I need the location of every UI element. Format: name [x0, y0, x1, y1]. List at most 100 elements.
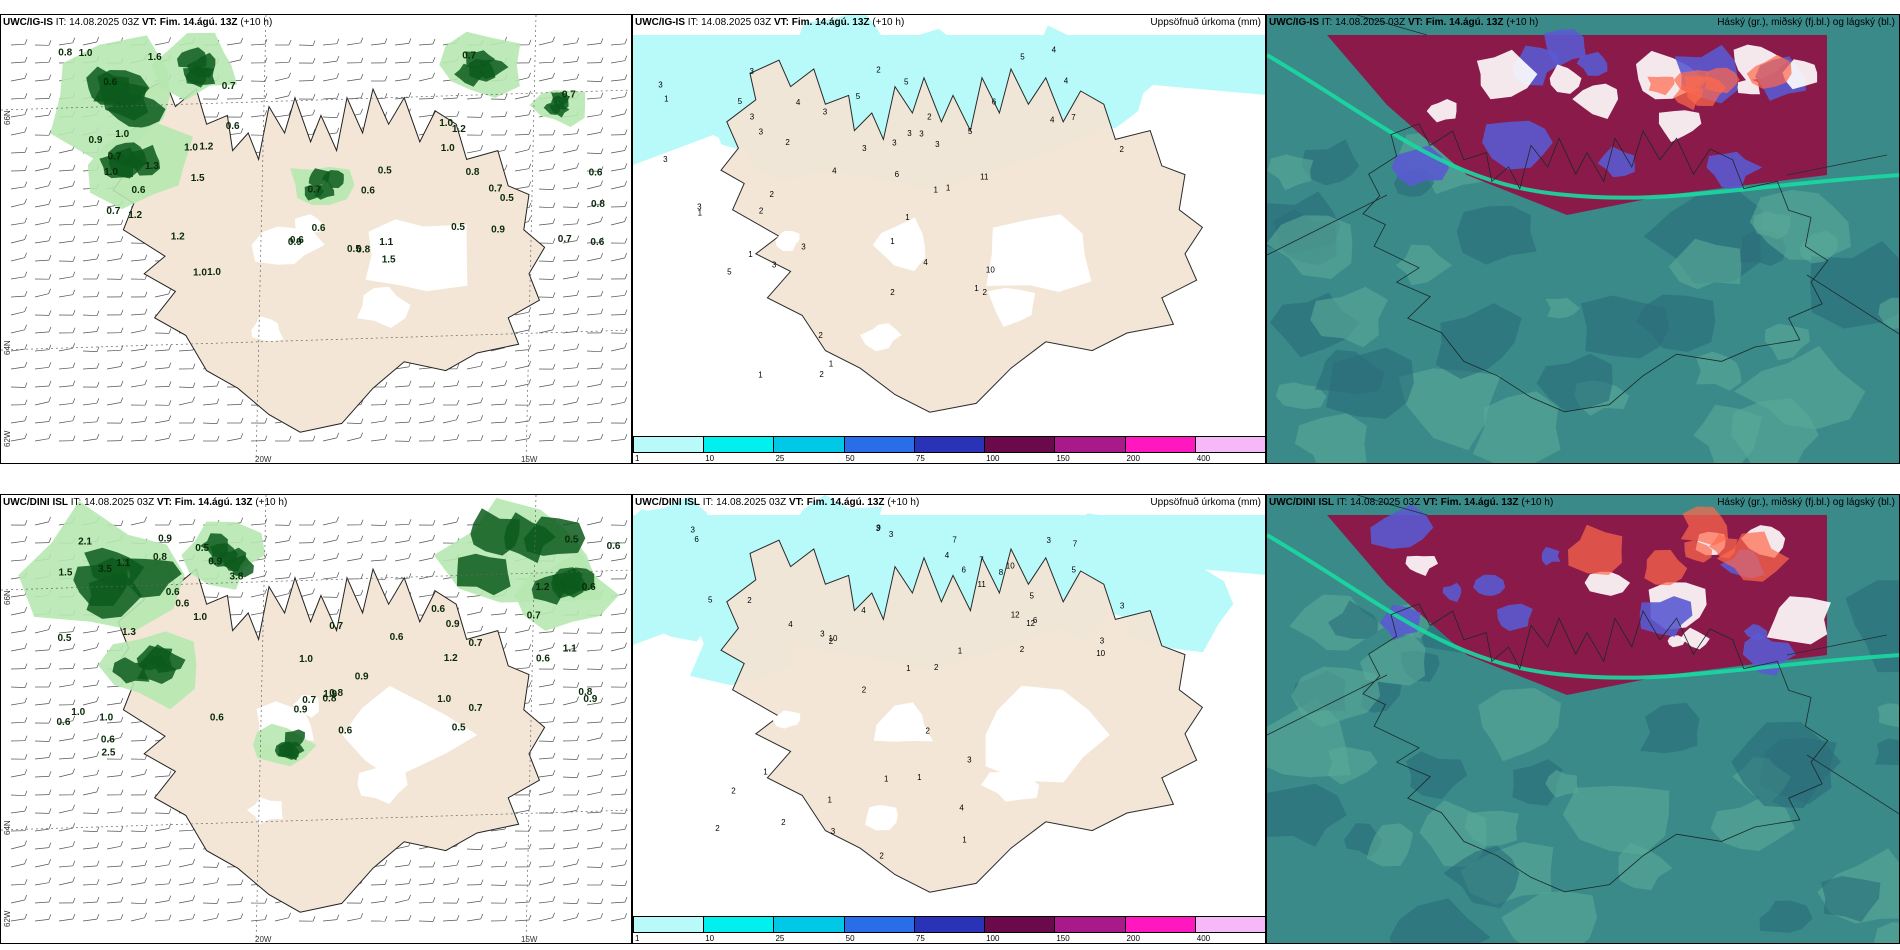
precip-value-label: 7 [1071, 113, 1076, 122]
colorbar-label: 50 [845, 934, 855, 943]
map-boundaries [1267, 495, 1899, 815]
precip-value-label: 4 [1052, 46, 1057, 55]
precip-value-label: 1 [748, 250, 753, 259]
wind-value-label: 0.5 [452, 723, 466, 734]
wind-value-label: 0.8 [356, 245, 370, 256]
precip-value-label: 6 [895, 170, 900, 179]
wind-value-label: 0.8 [58, 48, 72, 59]
wind-value-label: 1.0 [184, 143, 198, 154]
colorbar-cell [984, 916, 1056, 933]
colorbar-label: 400 [1196, 934, 1211, 943]
graticule [1, 15, 631, 463]
precip-value-label: 12 [1011, 611, 1020, 620]
glaciers [772, 685, 1110, 831]
precip-value-label: 3 [1100, 636, 1105, 645]
precip-value-label: 10 [1006, 562, 1015, 571]
precip-value-label: 6 [1033, 616, 1038, 625]
precip-map: 9533101012766434781161271055343323224321… [633, 495, 1265, 893]
panel-title: UWC/IG-IS IT: 14.08.2025 03Z VT: Fim. 14… [3, 17, 273, 28]
wind-value-label: 1.2 [171, 232, 185, 243]
wind-value-label: 1.2 [536, 582, 550, 593]
wind-value-label: 0.7 [108, 152, 122, 163]
precip-value-label: 2 [715, 824, 720, 833]
lon-label-15w: 15W [521, 455, 538, 464]
wind-value-label: 0.9 [158, 533, 172, 544]
precip-value-label: 3 [935, 140, 940, 149]
wind-value-label: 1.3 [145, 161, 159, 172]
precip-value-label: 4 [796, 98, 801, 107]
precip-value-label: 2 [829, 637, 834, 646]
wind-value-label: 2.1 [78, 536, 92, 547]
precip-value-label: 4 [861, 606, 866, 615]
wind-value-label: 1.9 [323, 689, 337, 700]
wind-value-label: 1.5 [191, 173, 205, 184]
panel-title: UWC/IG-IS IT: 14.08.2025 03Z VT: Fim. 14… [1269, 17, 1539, 28]
precip-value-label: 1 [828, 796, 833, 805]
wind-value-label: 0.5 [500, 193, 514, 204]
wind-value-label: 1.0 [441, 143, 455, 154]
precip-value-label: 1 [958, 646, 963, 655]
value-labels: 0.60.91.01.51.00.61.21.00.71.0 1.21.60.81… [58, 48, 605, 279]
precip-value-label: 5 [1020, 53, 1025, 62]
precip-value-label: 10 [1096, 649, 1105, 658]
wind-value-label: 0.9 [288, 237, 302, 248]
wind-value-label: 0.9 [294, 705, 308, 716]
precip-value-label: 1 [974, 284, 979, 293]
wind-value-label: 0.8 [591, 199, 605, 210]
wind-value-label: 0.6 [166, 587, 180, 598]
wind-value-label: 0.6 [338, 725, 352, 736]
precip-value-label: 4 [959, 804, 964, 813]
colorbar-cell [843, 436, 915, 453]
wind-value-label: 0.8 [329, 688, 343, 699]
colorbar-label: 200 [1126, 454, 1140, 463]
precip-value-label: 5 [968, 127, 973, 136]
precip-value-label: 3 [772, 260, 777, 269]
precip-value-label: 4 [1050, 116, 1055, 125]
precip-value-label: 12 [1026, 619, 1035, 628]
precip-value-label: 3 [820, 630, 825, 639]
colorbar-label: 100 [986, 454, 1000, 463]
precip-value-label: 5 [1030, 591, 1035, 600]
precip-value-label: 3 [750, 112, 755, 121]
precip-value-label: 3 [697, 203, 702, 212]
wind-value-label: 0.7 [489, 184, 503, 195]
precip-value-label: 1 [763, 767, 768, 776]
wind-map: 0.60.91.01.51.00.61.21.00.71.0 1.21.60.81… [1, 15, 631, 463]
precip-value-label: 10 [986, 265, 995, 274]
wind-value-label: 1.0 [439, 118, 453, 129]
wind-value-label: 3.5 [98, 564, 112, 575]
colorbar-label: 1 [635, 454, 640, 463]
precip-value-label: 2 [785, 138, 790, 147]
precip-value-label: 1 [946, 183, 951, 192]
wind-value-label: 1.0 [99, 713, 113, 724]
precip-value-label: 3 [831, 827, 836, 836]
precip-value-label: 1 [758, 371, 763, 380]
colorbar-cell [773, 436, 845, 453]
precip-value-label: 2 [770, 190, 775, 199]
wind-value-label: 0.6 [57, 717, 71, 728]
precip-value-label: 2 [983, 288, 988, 297]
wind-value-label: 1.2 [452, 124, 466, 135]
wind-value-label: 0.7 [527, 611, 541, 622]
precip-panel-igis: UWC/IG-IS IT: 14.08.2025 03Z VT: Fim. 14… [632, 14, 1266, 464]
precip-value-label: 11 [978, 580, 987, 589]
cloud-map [1267, 15, 1899, 463]
colorbar-cell [703, 916, 775, 933]
cloud-panel-igis: UWC/IG-IS IT: 14.08.2025 03Z VT: Fim. 14… [1266, 14, 1900, 464]
precip-value-label: 1 [934, 186, 939, 195]
wind-value-label: 1.2 [199, 142, 213, 153]
wind-value-label: 1.5 [382, 255, 396, 266]
precip-value-label: 11 [980, 173, 989, 182]
panel-right-title: Háský (gr.), miðský (fj.bl.) og lágský (… [1717, 497, 1895, 508]
wind-value-label: 0.6 [290, 235, 304, 246]
precip-value-label: 2 [818, 331, 823, 340]
lat-label-66n: 66N [3, 110, 12, 125]
graticule [1, 495, 631, 943]
precip-value-label: 9 [876, 524, 881, 533]
precip-shading [50, 31, 586, 210]
colorbar-cell [1054, 916, 1126, 933]
wind-value-label: 1.0 [193, 267, 207, 278]
lon-label-20w: 20W [255, 935, 272, 944]
wind-value-label: 0.7 [302, 695, 316, 706]
